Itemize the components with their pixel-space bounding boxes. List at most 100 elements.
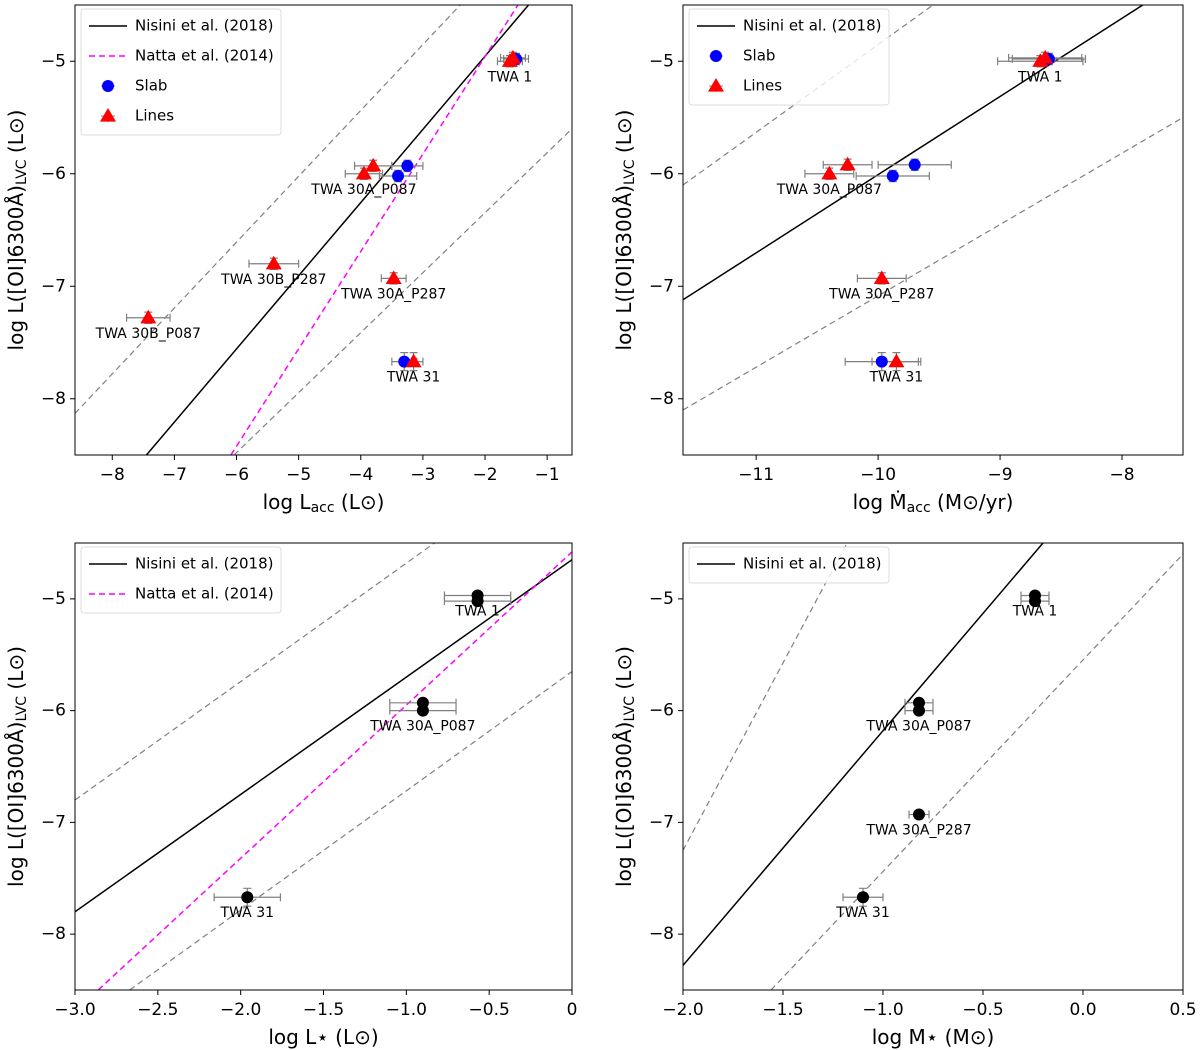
x-tick-label: −3 — [410, 465, 435, 485]
model-line — [145, 5, 530, 455]
marker-triangle — [873, 270, 890, 284]
legend-label: Lines — [743, 77, 782, 95]
x-axis-label: log Lacc (L⊙) — [263, 490, 385, 517]
marker-triangle — [385, 270, 402, 284]
model-line — [233, 128, 572, 455]
marker-triangle — [708, 78, 724, 92]
y-tick-label: −8 — [649, 924, 674, 944]
point-label: TWA 30B_P287 — [220, 272, 326, 288]
x-tick-label: −0.5 — [962, 1000, 1003, 1020]
y-tick-label: −7 — [649, 276, 674, 296]
y-axis-label-part: LVC — [622, 159, 638, 185]
marker-circle — [241, 891, 254, 904]
y-tick-label: −6 — [41, 701, 66, 721]
marker-triangle — [365, 157, 382, 172]
y-axis-label-part: LVC — [14, 159, 30, 185]
point-label: TWA 30A_P287 — [828, 286, 934, 302]
y-axis-label-part: LVC — [14, 696, 30, 722]
marker-circle — [908, 158, 921, 171]
marker-triangle — [100, 108, 116, 122]
y-axis-label-part: log L([OI]6300Å) — [612, 185, 636, 350]
axes-frame — [682, 4, 1184, 456]
marker-circle — [471, 595, 484, 608]
marker-circle — [102, 80, 114, 92]
panel: −2.0 −1.5 −1.0 −0.5 0.0 0.5 −8 −7 −6 −5 log M⋆ (M⊙… — [612, 542, 1197, 1049]
marker-circle — [416, 704, 429, 717]
x-tick-label: −2.0 — [220, 1000, 261, 1020]
y-tick-label: −5 — [41, 51, 66, 71]
legend-label: Slab — [135, 77, 167, 95]
legend-label: Slab — [743, 47, 775, 65]
y-axis-label-part: (L⊙) — [4, 110, 28, 160]
x-axis-label-part: acc — [907, 500, 931, 516]
x-tick-label: −4 — [348, 465, 373, 485]
point-label: TWA 30A_P087 — [310, 182, 416, 198]
marker-triangle — [839, 156, 856, 171]
y-axis-label-part: (L⊙) — [612, 110, 636, 160]
point-label: TWA 31 — [220, 905, 274, 921]
marker-circle — [1029, 595, 1041, 608]
legend-box — [80, 8, 282, 136]
marker-circle — [913, 808, 925, 821]
marker-triangle — [888, 353, 905, 368]
point-label: TWA 1 — [1017, 69, 1063, 85]
panel: −11 −10 −9 −8 −8 −7 −6 −5 log Ṁacc (M⊙/yr) log L(… — [612, 4, 1184, 516]
x-tick-label: −1.5 — [762, 1000, 803, 1020]
y-axis-label: log L([OI]6300Å)LVC (L⊙) — [4, 646, 31, 887]
legend-label: Natta et al. (2014) — [135, 585, 274, 603]
axes-frame — [682, 542, 1184, 991]
marker-circle — [857, 891, 869, 904]
point-label: TWA 1 — [487, 69, 533, 85]
marker-circle — [875, 355, 888, 368]
x-tick-label: −10 — [860, 465, 896, 485]
y-axis-label: log L([OI]6300Å)LVC (L⊙) — [612, 646, 639, 887]
x-axis-label-part: acc — [311, 500, 335, 516]
y-axis-label: log L([OI]6300Å)LVC (L⊙) — [612, 110, 639, 351]
model-line — [683, 116, 1183, 411]
x-tick-label: −1.0 — [862, 1000, 903, 1020]
model-line — [75, 5, 461, 414]
x-tick-label: −2.5 — [137, 1000, 178, 1020]
model-line — [75, 543, 435, 801]
y-axis-label-part: log L([OI]6300Å) — [4, 722, 28, 887]
x-axis-label: log M⋆ (M⊙) — [872, 1025, 995, 1049]
legend-box — [80, 546, 282, 614]
model-line — [97, 551, 572, 990]
model-line — [683, 5, 1144, 301]
x-tick-label: −1 — [535, 465, 560, 485]
y-tick-label: −8 — [41, 924, 66, 944]
marker-triangle — [140, 309, 157, 324]
y-axis-label-part: log L([OI]6300Å) — [4, 185, 28, 350]
x-tick-label: 0.0 — [1069, 1000, 1096, 1020]
legend-label: Lines — [135, 107, 174, 125]
marker-triangle — [504, 49, 521, 64]
x-tick-label: 0.5 — [1169, 1000, 1196, 1020]
point-label: TWA 30A_P287 — [865, 823, 971, 839]
x-axis-label-part: (L⊙) — [335, 490, 385, 514]
legend-label: Nisini et al. (2018) — [743, 555, 881, 573]
x-tick-label: −1.5 — [303, 1000, 344, 1020]
point-label: TWA 30A_P087 — [369, 719, 475, 735]
marker-triangle — [405, 353, 422, 368]
y-tick-label: −7 — [41, 812, 66, 832]
x-tick-label: −11 — [738, 465, 774, 485]
y-tick-label: −8 — [649, 389, 674, 409]
point-label: TWA 1 — [454, 604, 500, 620]
marker-triangle — [1037, 49, 1054, 64]
panel: −3.0 −2.5 −2.0 −1.5 −1.0 −0.5 0 −8 −7 −6 −5 log L⋆ … — [4, 542, 577, 1049]
point-label: TWA 31 — [869, 370, 923, 386]
y-tick-label: −7 — [649, 812, 674, 832]
legend-label: Nisini et al. (2018) — [135, 17, 273, 35]
point-label: TWA 31 — [835, 905, 889, 921]
legend-label: Natta et al. (2014) — [135, 47, 274, 65]
point-label: TWA 30A_P287 — [340, 286, 446, 302]
model-line — [683, 543, 1044, 966]
x-tick-label: −8 — [100, 465, 125, 485]
model-line — [683, 543, 848, 851]
marker-triangle — [355, 165, 372, 180]
x-tick-label: −3.0 — [54, 1000, 95, 1020]
point-label: TWA 30A_P087 — [776, 182, 882, 198]
y-axis-label: log L([OI]6300Å)LVC (L⊙) — [4, 110, 31, 351]
